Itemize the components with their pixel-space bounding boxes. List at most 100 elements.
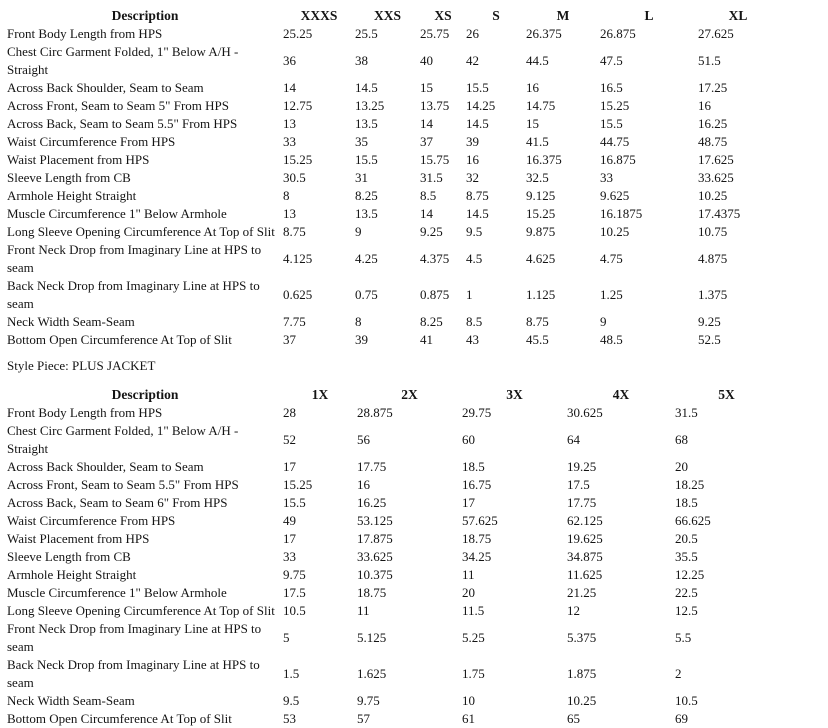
measurement-value: 1.5 bbox=[283, 666, 300, 681]
measurement-value: 1.375 bbox=[698, 287, 728, 302]
measurement-value: 18.75 bbox=[462, 531, 492, 546]
measurement-value: 0.875 bbox=[420, 287, 450, 302]
measurement-value: 16 bbox=[357, 477, 370, 492]
spec-row: Back Neck Drop from Imaginary Line at HP… bbox=[7, 656, 778, 692]
measurement-value: 9.5 bbox=[283, 693, 300, 708]
column-header-5x: 5X bbox=[718, 387, 735, 402]
measurement-value: 56 bbox=[357, 432, 370, 447]
spec-row: Across Back, Seam to Seam 5.5" From HPS 1… bbox=[7, 115, 778, 133]
regular-sizes-table: Description XXXS XXS XS S M L XL Front Body Leng… bbox=[7, 7, 778, 349]
measurement-value: 10 bbox=[462, 693, 475, 708]
measurement-value: 9.625 bbox=[600, 188, 630, 203]
measurement-value: 13 bbox=[283, 116, 296, 131]
measurement-value: 49 bbox=[283, 513, 296, 528]
measurement-value: 16 bbox=[466, 152, 479, 167]
row-description: Armhole Height Straight bbox=[7, 188, 137, 203]
measurement-value: 13.75 bbox=[420, 98, 450, 113]
measurement-value: 16.25 bbox=[357, 495, 387, 510]
measurement-value: 1.125 bbox=[526, 287, 556, 302]
measurement-value: 57.625 bbox=[462, 513, 498, 528]
row-description: Front Body Length from HPS bbox=[7, 405, 163, 420]
row-description: Bottom Open Circumference At Top of Slit bbox=[7, 711, 232, 726]
measurement-value: 10.25 bbox=[567, 693, 597, 708]
column-header-xs: XS bbox=[434, 8, 452, 23]
measurement-value: 9 bbox=[355, 224, 362, 239]
measurement-value: 65 bbox=[567, 711, 580, 726]
measurement-value: 14.5 bbox=[355, 80, 378, 95]
measurement-value: 4.125 bbox=[283, 251, 313, 266]
measurement-value: 17.5 bbox=[283, 585, 306, 600]
measurement-value: 17.5 bbox=[567, 477, 590, 492]
measurement-value: 14.75 bbox=[526, 98, 556, 113]
spec-row: Waist Placement from HPS 17 17.875 18.75 19.… bbox=[7, 530, 778, 548]
spec-row: Front Body Length from HPS 25.25 25.5 25.75… bbox=[7, 25, 778, 43]
row-description: Across Front, Seam to Seam 5.5" From HPS bbox=[7, 477, 239, 492]
measurement-value: 53 bbox=[283, 711, 296, 726]
measurement-value: 4.375 bbox=[420, 251, 450, 266]
measurement-value: 14.25 bbox=[466, 98, 496, 113]
style-piece-label: Style Piece: PLUS JACKET bbox=[7, 358, 156, 373]
measurement-value: 1.625 bbox=[357, 666, 387, 681]
row-description: Muscle Circumference 1" Below Armhole bbox=[7, 585, 227, 600]
measurement-value: 27.625 bbox=[698, 26, 734, 41]
measurement-value: 57 bbox=[357, 711, 370, 726]
row-description: Across Back Shoulder, Seam to Seam bbox=[7, 459, 204, 474]
measurement-value: 5.125 bbox=[357, 630, 387, 645]
column-header-s: S bbox=[492, 8, 500, 23]
measurement-value: 19.625 bbox=[567, 531, 603, 546]
measurement-value: 9 bbox=[600, 314, 607, 329]
measurement-value: 66.625 bbox=[675, 513, 711, 528]
measurement-value: 15 bbox=[420, 80, 433, 95]
spec-row: Back Neck Drop from Imaginary Line at HP… bbox=[7, 277, 778, 313]
column-header-description: Description bbox=[111, 387, 179, 402]
measurement-value: 1.75 bbox=[462, 666, 485, 681]
measurement-value: 9.25 bbox=[420, 224, 443, 239]
measurement-value: 10.375 bbox=[357, 567, 393, 582]
measurement-value: 39 bbox=[466, 134, 479, 149]
row-description: Waist Circumference From HPS bbox=[7, 134, 176, 149]
spec-row: Chest Circ Garment Folded, 1" Below A/H … bbox=[7, 422, 778, 458]
row-description: Long Sleeve Opening Circumference At Top… bbox=[7, 224, 275, 239]
measurement-value: 20.5 bbox=[675, 531, 698, 546]
measurement-value: 12.5 bbox=[675, 603, 698, 618]
measurement-value: 14 bbox=[420, 116, 433, 131]
spec-row: Long Sleeve Opening Circumference At Top… bbox=[7, 602, 778, 620]
measurement-value: 12 bbox=[567, 603, 580, 618]
row-description: Neck Width Seam-Seam bbox=[7, 314, 135, 329]
measurement-value: 68 bbox=[675, 432, 688, 447]
spec-row: Waist Circumference From HPS 33 35 37 39 41.5… bbox=[7, 133, 778, 151]
measurement-value: 52.5 bbox=[698, 332, 721, 347]
measurement-value: 61 bbox=[462, 711, 475, 726]
row-description: Front Neck Drop from Imaginary Line at H… bbox=[7, 621, 262, 654]
measurement-value: 38 bbox=[355, 53, 368, 68]
measurement-value: 10.5 bbox=[675, 693, 698, 708]
measurement-value: 19.25 bbox=[567, 459, 597, 474]
measurement-value: 33.625 bbox=[357, 549, 393, 564]
column-header-l: L bbox=[644, 8, 654, 23]
measurement-value: 13.25 bbox=[355, 98, 385, 113]
row-description: Waist Circumference From HPS bbox=[7, 513, 176, 528]
measurement-value: 8.75 bbox=[526, 314, 549, 329]
spec-row: Across Back Shoulder, Seam to Seam 14 14.5… bbox=[7, 79, 778, 97]
measurement-value: 4.75 bbox=[600, 251, 623, 266]
measurement-value: 11 bbox=[462, 567, 475, 582]
row-description: Sleeve Length from CB bbox=[7, 170, 131, 185]
measurement-value: 28.875 bbox=[357, 405, 393, 420]
spec-row: Neck Width Seam-Seam 9.5 9.75 10 10.25 10.5 bbox=[7, 692, 778, 710]
row-description: Across Back, Seam to Seam 6" From HPS bbox=[7, 495, 228, 510]
measurement-value: 4.625 bbox=[526, 251, 556, 266]
measurement-value: 34.875 bbox=[567, 549, 603, 564]
measurement-value: 62.125 bbox=[567, 513, 603, 528]
row-description: Across Back, Seam to Seam 5.5" From HPS bbox=[7, 116, 238, 131]
measurement-value: 45.5 bbox=[526, 332, 549, 347]
plus-jacket-sizes-table: Description 1X 2X 3X 4X 5X Front Body Length f… bbox=[7, 386, 778, 728]
measurement-value: 44.5 bbox=[526, 53, 549, 68]
measurement-value: 13.5 bbox=[355, 116, 378, 131]
spec-row: Muscle Circumference 1" Below Armhole 13 1… bbox=[7, 205, 778, 223]
measurement-value: 30.5 bbox=[283, 170, 306, 185]
spec-row: Front Body Length from HPS 28 28.875 29.75 3… bbox=[7, 404, 778, 422]
measurement-value: 20 bbox=[675, 459, 688, 474]
spec-row: Chest Circ Garment Folded, 1" Below A/H … bbox=[7, 43, 778, 79]
spec-row: Across Back Shoulder, Seam to Seam 17 17.7… bbox=[7, 458, 778, 476]
measurement-value: 5.5 bbox=[675, 630, 692, 645]
